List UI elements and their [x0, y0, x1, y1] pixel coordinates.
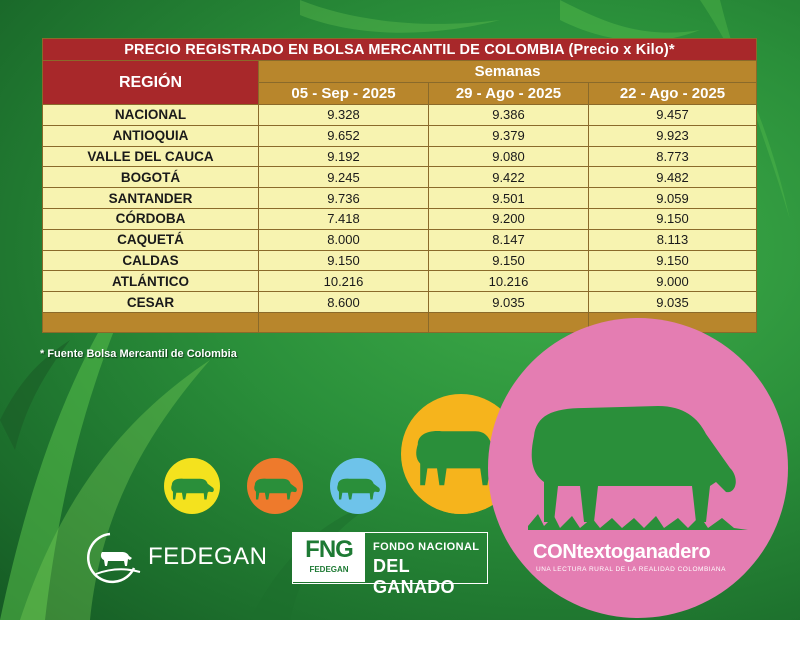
price-cell: 9.245 — [258, 166, 429, 189]
pink-cow-circle — [488, 318, 788, 618]
fng-line2: DEL GANADO — [373, 556, 455, 597]
price-cell: 9.080 — [428, 145, 589, 168]
cow-icon — [528, 406, 748, 530]
region-cell: CESAR — [42, 291, 259, 313]
price-cell: 7.418 — [258, 207, 429, 230]
cow-icon — [254, 478, 297, 500]
region-cell: VALLE DEL CAUCA — [42, 145, 259, 168]
price-cell: 9.482 — [588, 166, 757, 189]
price-cell: 9.501 — [428, 187, 589, 209]
price-cell: 9.150 — [588, 249, 757, 272]
table-row: ANTIOQUIA 9.652 9.379 9.923 — [42, 124, 757, 147]
grass-leaves-decoration — [0, 0, 790, 620]
source-note: * Fuente Bolsa Mercantil de Colombia — [40, 348, 237, 360]
table-row: VALLE DEL CAUCA 9.192 9.080 8.773 — [42, 145, 757, 168]
contexto-ganadero-tagline: UNA LECTURA RURAL DE LA REALIDAD COLOMBI… — [536, 566, 726, 573]
cow-icon — [171, 478, 214, 500]
region-cell: SANTANDER — [42, 187, 259, 209]
price-cell: 9.457 — [588, 104, 757, 126]
region-cell: ANTIOQUIA — [42, 124, 259, 147]
price-cell: 9.386 — [428, 104, 589, 126]
price-cell: 9.150 — [428, 249, 589, 272]
table-row: CESAR 8.600 9.035 9.035 — [42, 291, 757, 313]
footer-cell — [428, 311, 589, 333]
price-cell: 10.216 — [428, 270, 589, 293]
footer-cell — [42, 311, 259, 333]
region-column-header: REGIÓN — [42, 60, 259, 105]
price-cell: 9.192 — [258, 145, 429, 168]
table-title: PRECIO REGISTRADO EN BOLSA MERCANTIL DE … — [42, 38, 757, 61]
table-row: CALDAS 9.150 9.150 9.150 — [42, 249, 757, 272]
contexto-ganadero-logo: CONtextoganadero — [533, 541, 711, 563]
price-cell: 9.200 — [428, 207, 589, 230]
price-cell: 9.923 — [588, 124, 757, 147]
orange-cow-circle — [247, 458, 303, 514]
price-cell: 10.216 — [258, 270, 429, 293]
price-cell: 9.652 — [258, 124, 429, 147]
price-cell: 8.113 — [588, 228, 757, 251]
blue-cow-circle — [330, 458, 386, 514]
date-header-1: 05 - Sep - 2025 — [258, 82, 429, 105]
fedegan-name: FEDEGAN — [148, 543, 268, 570]
fedegan-logo — [86, 532, 141, 584]
table-row: SANTANDER 9.736 9.501 9.059 — [42, 187, 757, 209]
price-table: PRECIO REGISTRADO EN BOLSA MERCANTIL DE … — [42, 38, 757, 333]
price-cell: 9.150 — [588, 207, 757, 230]
price-cell: 9.150 — [258, 249, 429, 272]
date-header-2: 29 - Ago - 2025 — [428, 82, 589, 105]
fng-letters: FNG — [305, 536, 354, 563]
table-row: NACIONAL 9.328 9.386 9.457 — [42, 104, 757, 126]
table-row: CÓRDOBA 7.418 9.200 9.150 — [42, 207, 757, 230]
price-cell: 9.736 — [258, 187, 429, 209]
date-header-3: 22 - Ago - 2025 — [588, 82, 757, 105]
footer-cell — [258, 311, 429, 333]
region-cell: CAQUETÁ — [42, 228, 259, 251]
table-row: CAQUETÁ 8.000 8.147 8.113 — [42, 228, 757, 251]
region-cell: CÓRDOBA — [42, 207, 259, 230]
price-cell: 8.000 — [258, 228, 429, 251]
region-cell: ATLÁNTICO — [42, 270, 259, 293]
price-cell: 9.000 — [588, 270, 757, 293]
price-cell: 8.147 — [428, 228, 589, 251]
fng-line1: FONDO NACIONAL — [373, 541, 480, 553]
region-cell: BOGOTÁ — [42, 166, 259, 189]
price-cell: 9.379 — [428, 124, 589, 147]
price-cell: 9.059 — [588, 187, 757, 209]
table-row: BOGOTÁ 9.245 9.422 9.482 — [42, 166, 757, 189]
price-cell: 8.773 — [588, 145, 757, 168]
price-cell: 9.422 — [428, 166, 589, 189]
fng-sub: FEDEGAN — [309, 565, 349, 574]
price-cell: 8.600 — [258, 291, 429, 313]
region-cell: CALDAS — [42, 249, 259, 272]
weeks-group-header: Semanas — [258, 60, 757, 83]
cow-icon — [337, 478, 380, 500]
yellow-cow-circle — [164, 458, 220, 514]
fng-logo: FNG FEDEGAN FONDO NACIONAL DEL GANADO — [292, 532, 488, 597]
region-cell: NACIONAL — [42, 104, 259, 126]
price-cell: 9.035 — [588, 291, 757, 313]
fng-mark: FNG FEDEGAN — [293, 533, 365, 582]
infographic-background: PRECIO REGISTRADO EN BOLSA MERCANTIL DE … — [0, 0, 800, 620]
bottom-white-strip — [0, 620, 800, 651]
fedegan-cow-icon — [100, 552, 132, 566]
table-row: ATLÁNTICO 10.216 10.216 9.000 — [42, 270, 757, 293]
price-cell: 9.035 — [428, 291, 589, 313]
price-cell: 9.328 — [258, 104, 429, 126]
